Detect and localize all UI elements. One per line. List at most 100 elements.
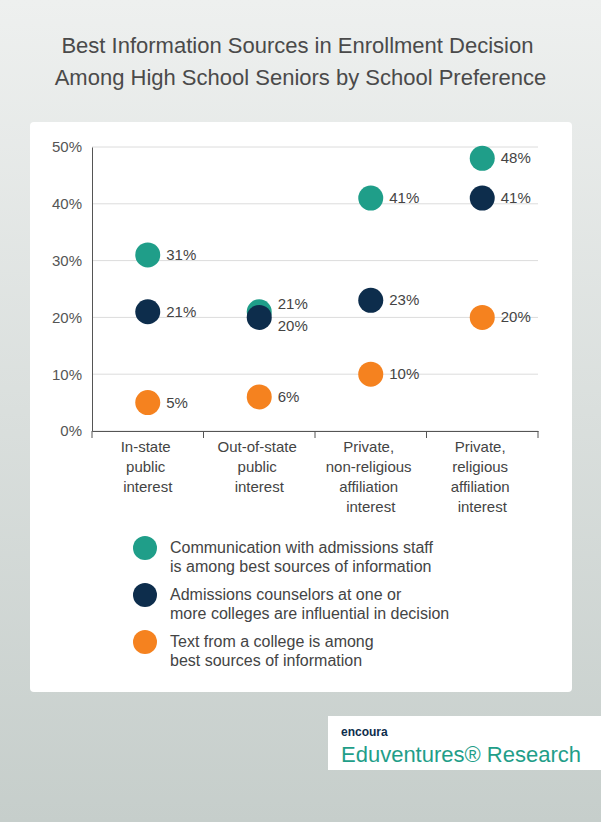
- y-tick: 50%: [52, 138, 92, 155]
- legend-swatch: [133, 536, 157, 560]
- source-box: [328, 716, 601, 770]
- text-line: Private,: [343, 438, 398, 455]
- x-axis: In-state public interestOut-of-state pub…: [93, 431, 539, 515]
- dot: [358, 288, 383, 313]
- source: encoura Eduventures® Research: [328, 716, 601, 770]
- y-axis-line: [92, 148, 93, 432]
- text-line: affiliation: [451, 478, 514, 495]
- y-tick: 40%: [52, 195, 92, 212]
- chart-svg: Best Information Sources in Enrollment D…: [0, 0, 601, 822]
- dot: [247, 305, 272, 330]
- category-separator: [203, 431, 204, 438]
- text-line: public: [238, 458, 281, 475]
- text-line: more colleges are influential in decisio…: [170, 605, 449, 622]
- text-line: interest: [235, 478, 285, 495]
- marks: [135, 146, 495, 415]
- background: [0, 0, 601, 822]
- grid: [92, 147, 538, 431]
- category-separator: [426, 431, 427, 438]
- category-separator: [92, 431, 93, 438]
- data-label: 5%: [166, 394, 188, 411]
- data-label: 41%: [501, 189, 531, 206]
- text-line: interest: [346, 498, 396, 515]
- text-line: Out-of-state: [218, 438, 301, 455]
- dot: [135, 299, 160, 324]
- y-tick-label: 0%: [60, 422, 82, 439]
- y-tick: 0%: [60, 422, 92, 439]
- x-tick-label: In-state public interest: [121, 438, 175, 495]
- text-line: best sources of information: [170, 652, 362, 669]
- title: Best Information Sources in Enrollment D…: [55, 33, 547, 90]
- x-tick-label: Private, non-religious affiliation inter…: [326, 438, 416, 515]
- y-tick-label: 50%: [52, 138, 82, 155]
- text-line: Communication with admissions staff: [170, 539, 437, 556]
- legend-item: Text from a college is among best source…: [133, 630, 378, 669]
- data-label: 21%: [278, 295, 308, 312]
- series: [135, 146, 495, 324]
- text-line: Among High School Seniors by School Pref…: [55, 65, 547, 90]
- dot: [135, 390, 160, 415]
- y-tick-label: 10%: [52, 366, 82, 383]
- x-tick-label: Out-of-state public interest: [218, 438, 301, 495]
- x-tick-label: Private, religious affiliation interest: [451, 438, 514, 515]
- legend-label: Communication with admissions staff is a…: [170, 539, 437, 575]
- text-line: Private,: [455, 438, 510, 455]
- data-label: 31%: [166, 246, 196, 263]
- dot: [470, 146, 495, 171]
- category-separators: [92, 431, 538, 438]
- series: [135, 186, 495, 330]
- category-separator: [315, 431, 316, 438]
- text-line: interest: [123, 478, 173, 495]
- text-line: religious: [452, 458, 512, 475]
- legend-swatch: [133, 583, 157, 607]
- legend-label: Admissions counselors at one or more col…: [170, 586, 449, 622]
- source-name: Eduventures® Research: [341, 742, 581, 767]
- y-tick-label: 40%: [52, 195, 82, 212]
- dot: [358, 362, 383, 387]
- y-tick: 20%: [52, 309, 92, 326]
- data-label: 23%: [389, 291, 419, 308]
- x-tick: Out-of-state public interest: [218, 431, 301, 495]
- dot: [135, 242, 160, 267]
- data-label: 10%: [389, 365, 419, 382]
- data-label: 48%: [501, 149, 531, 166]
- text-line: non-religious: [326, 458, 416, 475]
- legend-item: Communication with admissions staff is a…: [133, 536, 437, 575]
- text-line: Admissions counselors at one or: [170, 586, 406, 603]
- text-line: is among best sources of information: [170, 558, 431, 575]
- source-brand: encoura: [341, 725, 388, 739]
- text-line: public: [126, 458, 169, 475]
- y-tick: 10%: [52, 366, 92, 383]
- y-tick: 30%: [52, 252, 92, 269]
- chart-container: Best Information Sources in Enrollment D…: [0, 0, 601, 822]
- x-tick: Private, non-religious affiliation inter…: [326, 431, 416, 515]
- x-tick: Private, religious affiliation interest: [451, 431, 514, 515]
- data-label: 21%: [166, 303, 196, 320]
- text-line: Best Information Sources in Enrollment D…: [61, 33, 539, 58]
- text-line: affiliation: [339, 478, 402, 495]
- data-label: 20%: [501, 308, 531, 325]
- data-label: 41%: [389, 189, 419, 206]
- data-labels: 31% 21% 5% 21% 20% 6% 41% 23% 10% 48% 41% 20%: [166, 149, 531, 410]
- panel: [30, 122, 572, 692]
- category-separator: [538, 431, 539, 438]
- legend-label: Text from a college is among best source…: [170, 633, 378, 669]
- y-axis: 0% 10% 20% 30% 40% 50%: [52, 138, 93, 439]
- legend: Communication with admissions staff is a…: [133, 536, 449, 669]
- text-line: In-state: [121, 438, 175, 455]
- dot: [470, 305, 495, 330]
- data-label: 6%: [278, 388, 300, 405]
- dot: [247, 384, 272, 409]
- grid-line: [92, 147, 538, 148]
- dot: [358, 186, 383, 211]
- text-line: interest: [458, 498, 508, 515]
- dot: [470, 186, 495, 211]
- text-line: Text from a college is among: [170, 633, 378, 650]
- legend-item: Admissions counselors at one or more col…: [133, 583, 449, 622]
- x-tick: In-state public interest: [121, 431, 175, 495]
- legend-swatch: [133, 630, 157, 654]
- y-tick-label: 30%: [52, 252, 82, 269]
- grid-line: [92, 374, 538, 375]
- data-label: 20%: [278, 317, 308, 334]
- y-tick-label: 20%: [52, 309, 82, 326]
